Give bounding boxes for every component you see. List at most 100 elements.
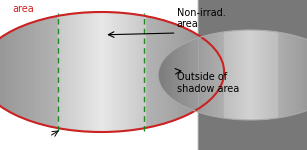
Bar [263,30,265,120]
Bar [262,30,263,120]
Bar [198,0,307,150]
Bar [64,9,65,135]
Bar [142,9,145,135]
Text: Outside of
shadow area: Outside of shadow area [177,72,239,94]
Bar [82,9,84,135]
Bar [77,12,80,132]
Bar [225,30,227,120]
Bar [254,30,256,120]
Bar [187,12,191,132]
Bar [206,30,209,120]
Bar [220,30,223,120]
Bar [175,12,179,132]
Bar [275,30,277,120]
Bar [138,9,139,135]
Bar [86,9,88,135]
Bar [138,12,142,132]
Bar [52,12,56,132]
Bar [239,30,242,120]
Bar [117,9,119,135]
Bar [253,30,255,120]
Bar [282,30,286,120]
Bar [241,30,243,120]
Bar [209,12,212,132]
Bar [12,12,16,132]
Bar [181,12,185,132]
Bar [245,30,247,120]
Bar [70,9,72,135]
Bar [46,12,50,132]
Bar [241,30,244,120]
Bar [213,30,216,120]
Bar [243,30,246,120]
Bar [117,12,120,132]
Bar [274,30,275,120]
Bar [96,9,98,135]
Bar [184,12,188,132]
Bar [40,12,44,132]
Bar [120,9,122,135]
Bar [224,30,226,120]
Bar [292,30,294,120]
Bar [229,30,232,120]
Bar [186,30,188,120]
Bar [298,30,301,120]
Bar [93,9,95,135]
Bar [65,9,67,135]
Bar [204,30,207,120]
Bar [252,30,255,120]
Bar [287,30,290,120]
Bar [112,9,114,135]
Bar [98,9,100,135]
Bar [95,9,96,135]
Bar [193,30,196,120]
Bar [163,30,165,120]
Bar [227,30,230,120]
Bar [248,30,251,120]
Bar [271,30,273,120]
Bar [166,12,169,132]
Bar [71,12,74,132]
Bar [74,9,76,135]
Bar [266,30,269,120]
Bar [104,12,108,132]
Bar [206,12,209,132]
Bar [6,12,10,132]
Bar [111,12,114,132]
Bar [132,9,134,135]
Bar [49,12,53,132]
Bar [268,30,270,120]
Bar [169,12,173,132]
Bar [231,30,232,120]
Bar [101,12,105,132]
Bar [83,12,87,132]
Bar [285,30,288,120]
Bar [28,12,31,132]
Bar [115,9,117,135]
Bar [278,30,281,120]
Bar [255,30,257,120]
Bar [218,30,221,120]
Bar [136,9,138,135]
Bar [216,30,219,120]
Circle shape [158,30,307,120]
Bar [301,30,304,120]
Bar [18,12,22,132]
Bar [218,12,222,132]
Bar [107,9,108,135]
Bar [81,9,83,135]
Bar [86,12,90,132]
Bar [91,9,93,135]
Bar [172,12,176,132]
Circle shape [0,12,224,132]
Bar [183,30,186,120]
Bar [3,12,7,132]
Bar [235,30,236,120]
Bar [62,9,64,135]
Bar [196,12,200,132]
Bar [296,30,299,120]
Bar [225,30,228,120]
Bar [154,12,157,132]
Bar [202,30,205,120]
Bar [280,30,283,120]
